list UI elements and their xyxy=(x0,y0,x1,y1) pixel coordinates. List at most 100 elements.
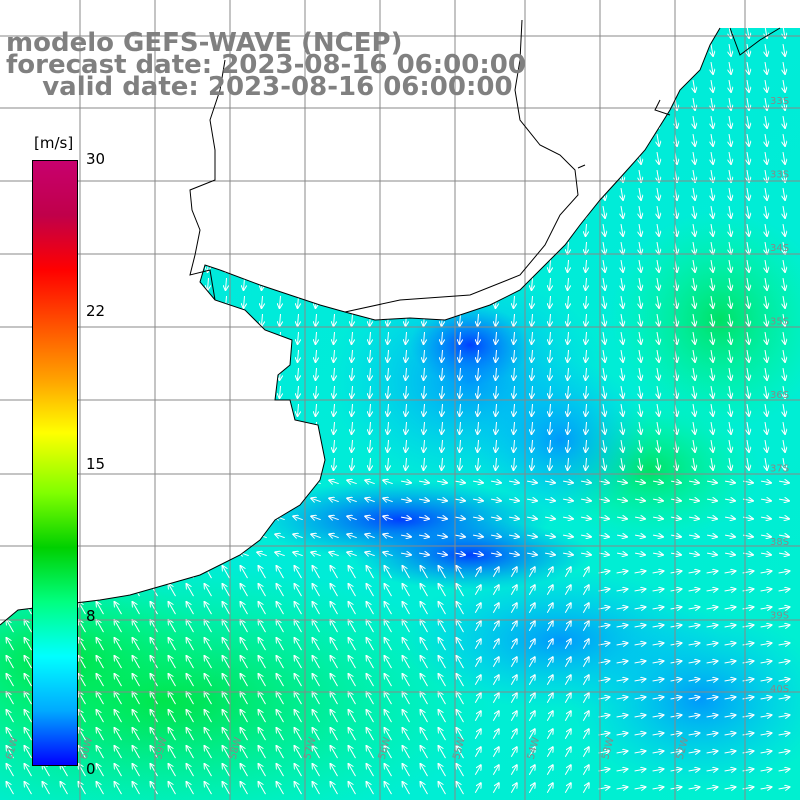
wind-arrow xyxy=(639,206,641,218)
wind-arrow xyxy=(370,367,371,380)
wind-arrow xyxy=(424,349,425,362)
wind-arrow xyxy=(586,331,587,344)
wind-arrow xyxy=(765,134,767,146)
wind-arrow xyxy=(657,422,659,434)
wind-arrow xyxy=(747,422,749,434)
wind-arrow xyxy=(510,567,517,578)
wind-arrow xyxy=(617,517,627,519)
wind-arrow xyxy=(514,439,515,452)
wind-arrow xyxy=(779,553,789,555)
wind-arrow xyxy=(514,295,515,308)
wind-arrow xyxy=(546,585,553,596)
wind-arrow xyxy=(671,481,681,483)
wind-arrow xyxy=(280,385,281,398)
wind-arrow xyxy=(634,625,646,627)
wind-arrow xyxy=(532,385,533,398)
wind-arrow xyxy=(729,170,731,182)
wind-arrow xyxy=(383,498,393,501)
wind-arrow xyxy=(334,403,335,416)
wind-arrow xyxy=(509,481,519,483)
wind-arrow xyxy=(783,350,785,362)
wind-arrow xyxy=(550,349,551,362)
wind-arrow xyxy=(97,638,104,651)
wind-arrow xyxy=(241,638,248,651)
wind-arrow xyxy=(706,607,718,609)
wind-arrow xyxy=(635,517,645,519)
wind-arrow xyxy=(223,566,230,579)
wind-arrow xyxy=(419,481,429,483)
latitude-label: 40S xyxy=(770,684,789,695)
wind-arrow xyxy=(765,386,767,398)
wind-arrow xyxy=(652,625,664,627)
wind-arrow xyxy=(545,553,555,555)
wind-arrow xyxy=(765,44,767,56)
wind-arrow xyxy=(457,584,464,597)
wind-arrow xyxy=(528,585,535,596)
wind-arrow xyxy=(689,553,699,555)
wind-arrow xyxy=(693,350,695,362)
wind-arrow xyxy=(527,481,537,483)
wind-arrow xyxy=(311,534,321,537)
wind-arrow xyxy=(370,439,371,452)
wind-arrow xyxy=(241,566,248,579)
wind-arrow xyxy=(778,607,790,609)
wind-arrow xyxy=(707,499,717,501)
wind-arrow xyxy=(527,553,537,555)
wind-arrow xyxy=(761,481,771,483)
wind-arrow xyxy=(568,367,569,380)
wind-arrow xyxy=(298,349,299,362)
wind-arrow xyxy=(316,403,317,416)
wind-arrow xyxy=(634,607,646,609)
wind-arrow xyxy=(473,499,483,501)
wind-arrow xyxy=(424,439,425,452)
wind-arrow xyxy=(747,314,749,326)
wind-arrow xyxy=(313,566,320,579)
wind-arrow xyxy=(657,386,659,398)
wind-arrow xyxy=(586,385,587,398)
wind-arrow xyxy=(742,571,754,573)
wind-arrow xyxy=(421,602,428,615)
wind-arrow xyxy=(657,242,659,254)
wind-arrow xyxy=(151,602,158,615)
wind-arrow xyxy=(460,403,461,416)
legend-tick: 8 xyxy=(86,607,96,625)
wind-arrow xyxy=(455,481,465,483)
wind-arrow xyxy=(439,602,446,615)
wind-arrow xyxy=(729,152,731,164)
wind-arrow xyxy=(635,535,645,537)
wind-arrow xyxy=(568,331,569,344)
wind-arrow xyxy=(473,481,483,483)
wind-arrow xyxy=(169,602,176,615)
wind-arrow xyxy=(711,152,713,164)
wind-arrow xyxy=(316,385,317,398)
wind-arrow xyxy=(765,62,767,74)
wind-arrow xyxy=(455,499,465,501)
wind-arrow xyxy=(403,584,410,597)
wind-arrow xyxy=(657,224,659,236)
wind-arrow xyxy=(765,368,767,380)
wind-arrow xyxy=(747,134,749,146)
wind-arrow xyxy=(688,589,700,591)
wind-arrow xyxy=(491,481,501,483)
wind-arrow xyxy=(586,223,587,236)
wind-arrow xyxy=(711,134,713,146)
wind-arrow xyxy=(474,621,481,632)
wind-arrow xyxy=(403,566,410,579)
wind-arrow xyxy=(599,517,609,519)
wind-arrow xyxy=(280,313,281,326)
wind-arrow xyxy=(365,498,375,501)
wind-arrow xyxy=(747,170,749,182)
wind-arrow xyxy=(478,313,479,326)
wind-arrow xyxy=(711,170,713,182)
wind-arrow xyxy=(657,440,659,452)
wind-arrow xyxy=(257,552,267,555)
wind-arrow xyxy=(347,534,357,537)
wind-arrow xyxy=(747,404,749,416)
wind-arrow xyxy=(742,625,754,627)
wind-arrow xyxy=(783,170,785,182)
wind-arrow xyxy=(635,553,645,555)
wind-arrow xyxy=(460,439,461,452)
wind-arrow xyxy=(725,481,735,483)
wind-arrow xyxy=(187,620,194,633)
wind-arrow xyxy=(582,603,589,614)
